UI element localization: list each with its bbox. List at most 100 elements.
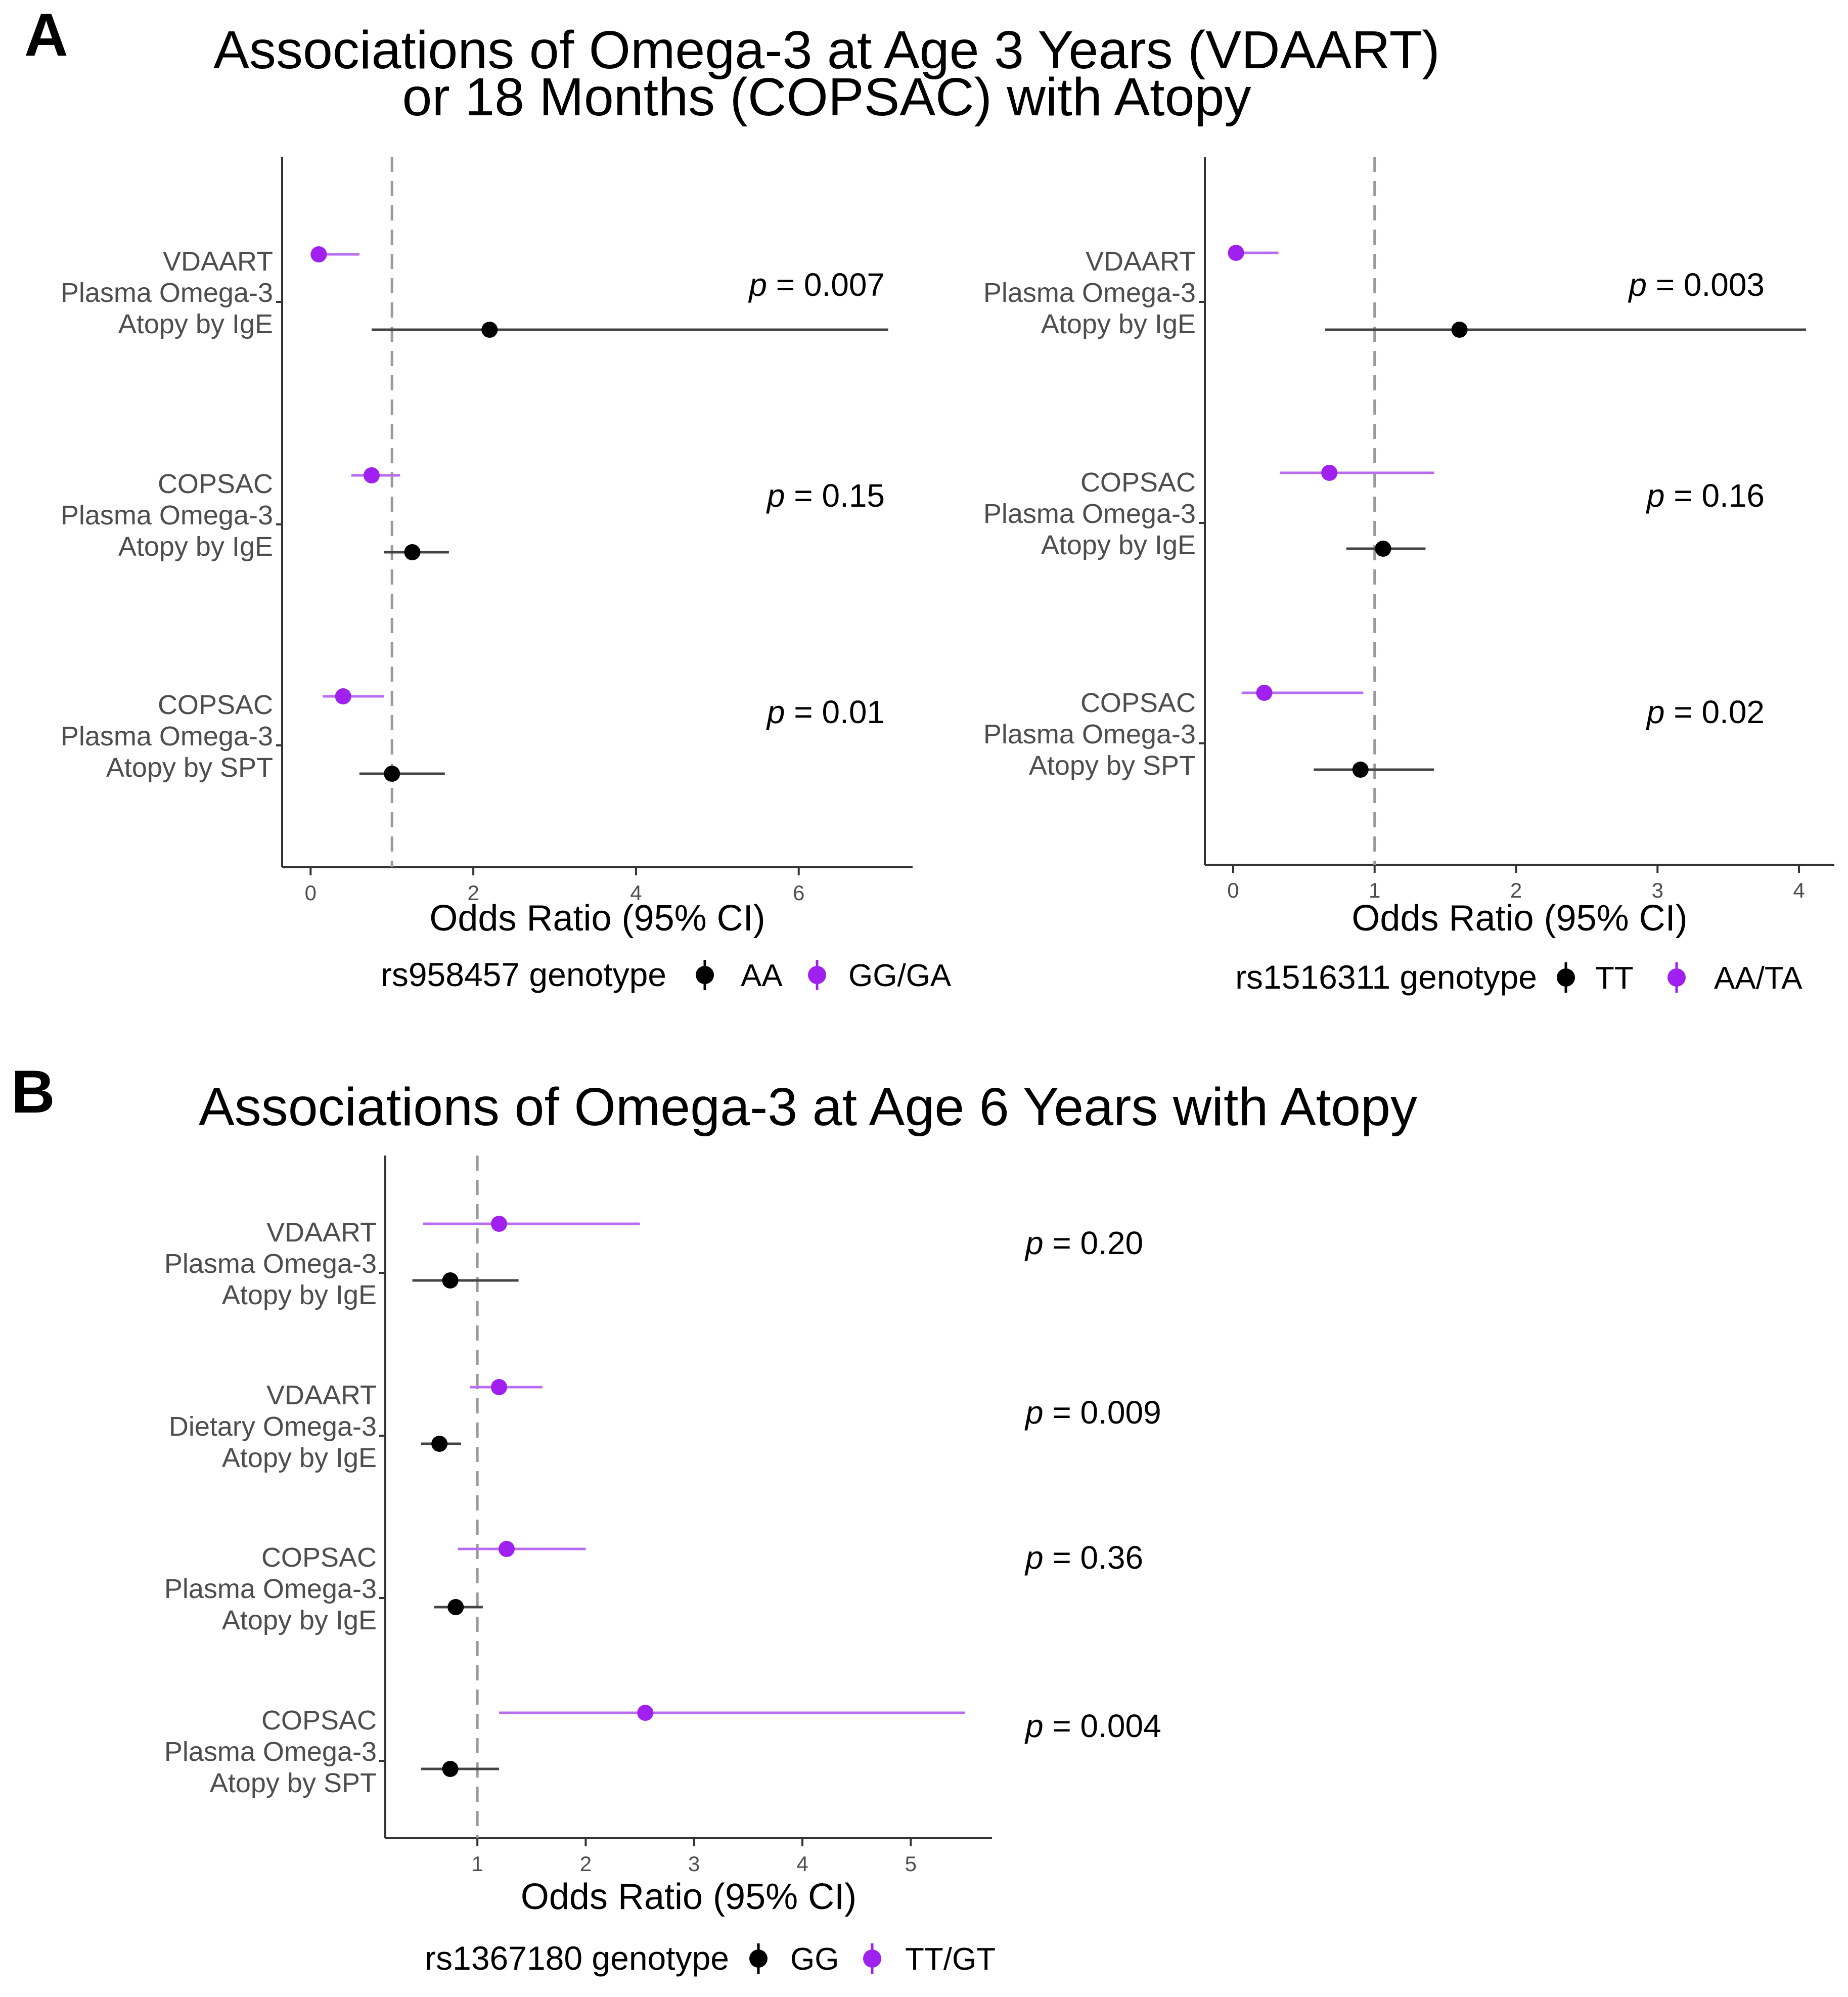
group-label-line: Atopy by IgE	[118, 309, 273, 339]
x-tick-label: 0	[305, 881, 317, 905]
legend-title: rs958457 genotype	[381, 956, 666, 993]
p-value-annotation: p = 0.003	[1628, 267, 1765, 303]
point-major	[1352, 762, 1369, 778]
legend-entry-label: AA/TA	[1714, 961, 1802, 996]
x-tick-label: 4	[796, 1852, 808, 1876]
group-label-line: Atopy by IgE	[222, 1280, 377, 1310]
group-label-line: Plasma Omega-3	[983, 278, 1196, 308]
p-value-annotation: p = 0.16	[1646, 477, 1765, 514]
legend-key-point	[808, 966, 826, 984]
point-minor	[1256, 685, 1273, 701]
legend-key-point	[749, 1949, 768, 1968]
point-major	[447, 1599, 464, 1615]
group-label-line: Plasma Omega-3	[61, 278, 273, 308]
p-value: = 0.16	[1665, 477, 1765, 514]
point-major	[384, 766, 400, 782]
panel-label-a: A	[24, 1, 68, 69]
p-value-annotation: p = 0.15	[766, 477, 885, 514]
point-minor	[637, 1705, 654, 1721]
p-value: = 0.01	[785, 694, 885, 730]
legend-entry-label: TT	[1595, 961, 1634, 996]
p-value: = 0.20	[1044, 1225, 1144, 1261]
p-value: = 0.02	[1665, 694, 1765, 730]
legend-entry-label: TT/GT	[905, 1942, 996, 1977]
x-tick-label: 6	[793, 881, 804, 905]
point-major	[442, 1761, 459, 1777]
group-label-line: Plasma Omega-3	[164, 1574, 377, 1604]
group-label-line: Atopy by IgE	[118, 531, 273, 562]
p-symbol: p	[1628, 267, 1647, 303]
group-label-line: Plasma Omega-3	[983, 499, 1196, 529]
group-label-line: COPSAC	[261, 1542, 377, 1573]
point-minor	[1228, 245, 1244, 261]
point-major	[1375, 541, 1391, 557]
group-label-line: Dietary Omega-3	[169, 1411, 377, 1442]
panel-b-title: Associations of Omega-3 at Age 6 Years w…	[199, 1077, 1417, 1137]
group-label-line: VDAART	[266, 1217, 377, 1248]
point-major	[1451, 322, 1468, 338]
legend-key-point	[1557, 968, 1575, 987]
legend: rs1516311 genotype TT AA/TA	[1235, 958, 1802, 996]
group-label-line: Atopy by SPT	[1029, 750, 1196, 781]
x-tick-label: 3	[688, 1852, 700, 1876]
group-label-line: Plasma Omega-3	[983, 719, 1196, 749]
group-label-line: Atopy by IgE	[222, 1605, 377, 1635]
group-label-line: Plasma Omega-3	[61, 500, 273, 530]
point-major	[442, 1272, 459, 1289]
p-symbol: p	[766, 694, 785, 730]
x-tick-label: 4	[630, 881, 642, 905]
p-value: = 0.004	[1044, 1708, 1161, 1744]
legend-title: rs1516311 genotype	[1235, 958, 1537, 996]
group-label-line: Plasma Omega-3	[164, 1737, 377, 1767]
p-value: = 0.007	[767, 267, 885, 303]
point-minor	[491, 1216, 507, 1232]
p-value-annotation: p = 0.004	[1024, 1708, 1161, 1744]
p-symbol: p	[1024, 1225, 1044, 1261]
p-symbol: p	[748, 267, 767, 303]
legend: rs958457 genotype AA GG/GA	[381, 956, 952, 993]
group-label-line: COPSAC	[158, 469, 273, 499]
group-label-line: VDAART	[266, 1380, 377, 1410]
x-axis-label: Odds Ratio (95% CI)	[1351, 898, 1687, 939]
legend-entry-label: GG	[790, 1942, 839, 1977]
x-tick-label: 0	[1227, 878, 1239, 902]
legend-key-point	[863, 1949, 881, 1968]
point-minor	[363, 467, 380, 483]
point-major	[404, 544, 421, 560]
group-label-line: COPSAC	[158, 690, 273, 720]
x-tick-label: 2	[580, 1852, 592, 1876]
point-minor	[1321, 465, 1338, 481]
x-tick-label: 2	[1510, 878, 1522, 902]
group-label-line: VDAART	[163, 246, 273, 277]
p-value-annotation: p = 0.009	[1024, 1394, 1161, 1431]
legend-entry-label: GG/GA	[848, 958, 952, 993]
legend-key-point	[1667, 968, 1686, 987]
x-tick-label: 1	[1369, 878, 1380, 902]
panel-label-b: B	[11, 1058, 55, 1126]
p-symbol: p	[1646, 694, 1665, 730]
group-label-line: COPSAC	[1080, 467, 1196, 498]
point-minor	[335, 688, 351, 704]
p-symbol: p	[766, 477, 785, 514]
x-tick-label: 1	[471, 1852, 483, 1876]
legend-entry-label: AA	[741, 958, 783, 993]
group-label-line: Atopy by IgE	[1041, 309, 1196, 339]
x-tick-label: 2	[467, 881, 479, 905]
x-tick-label: 4	[1793, 878, 1805, 902]
group-label-line: Atopy by IgE	[222, 1443, 377, 1473]
legend-key-point	[696, 966, 714, 984]
panel-a-title-line1: Associations of Omega-3 at Age 3 Years (…	[213, 20, 1439, 80]
group-label-line: Atopy by SPT	[210, 1768, 377, 1798]
p-value: = 0.003	[1647, 267, 1765, 303]
p-value: = 0.15	[785, 477, 885, 514]
